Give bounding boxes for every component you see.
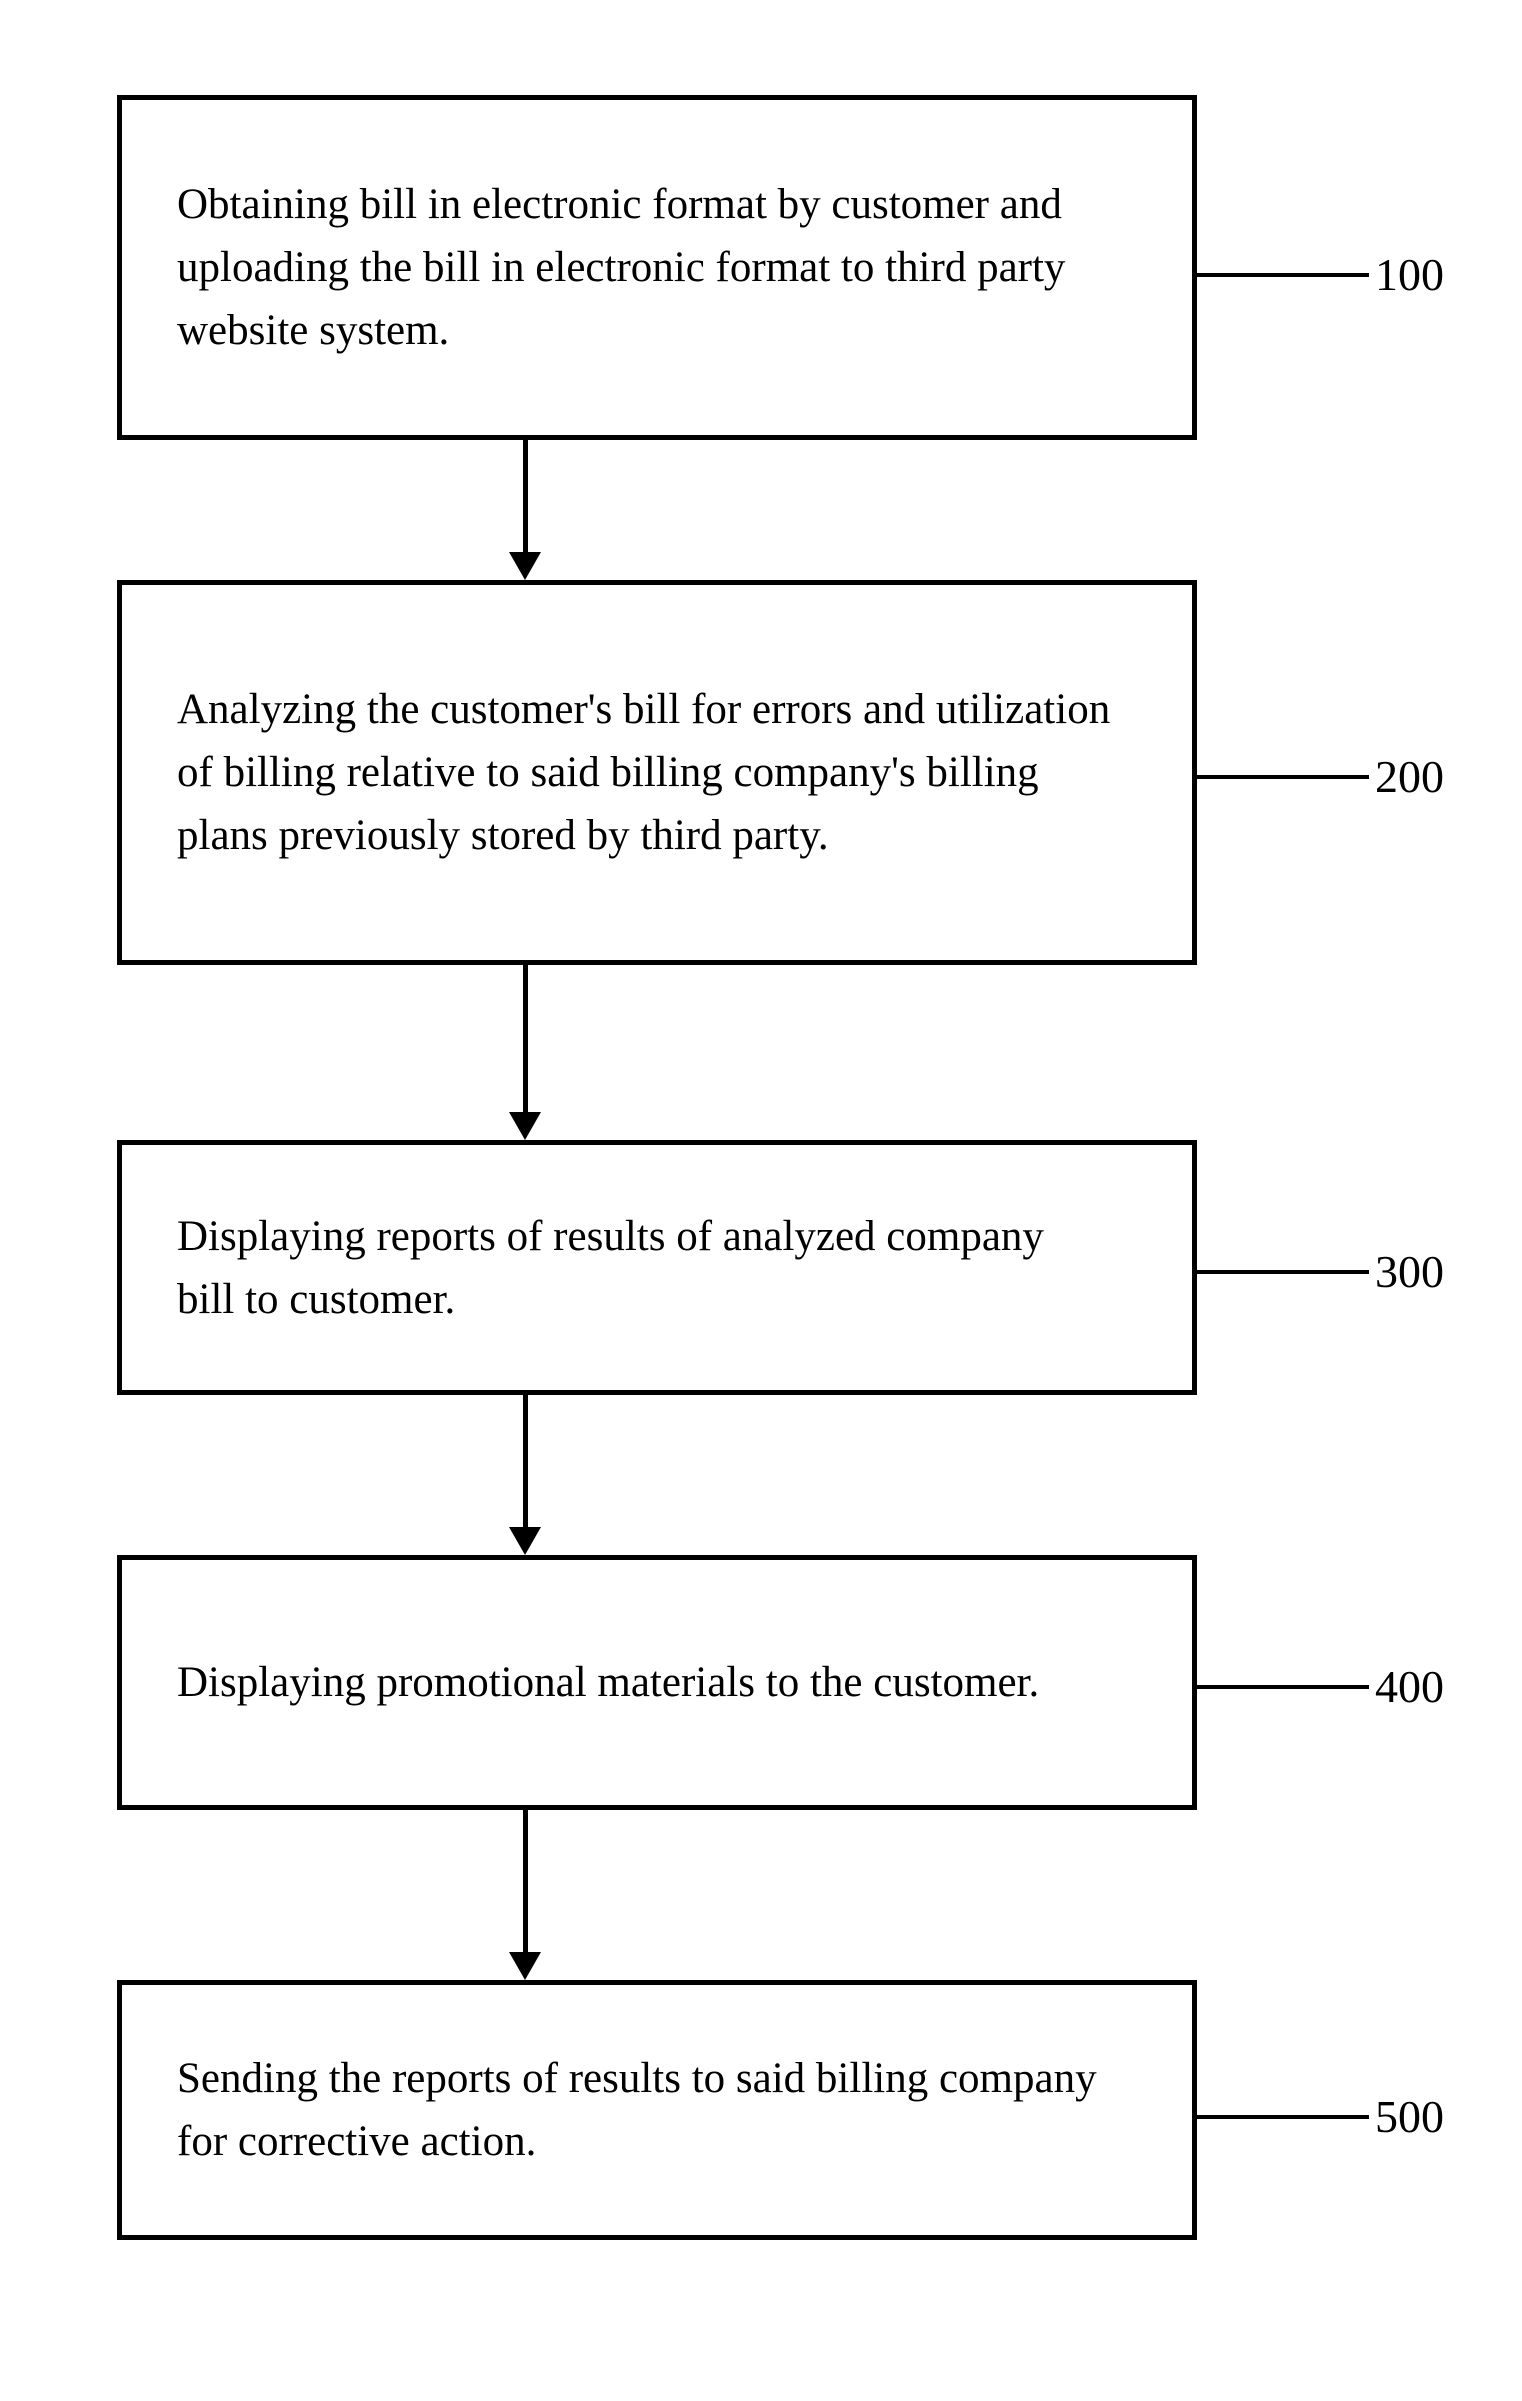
flowchart-edge-arrowhead-3 [509,1952,541,1980]
flowchart-edge-line-3 [523,1810,528,1956]
flowchart-node-label-n100: 100 [1375,248,1444,301]
flowchart-node-n200: Analyzing the customer's bill for errors… [117,580,1197,965]
flowchart-node-n100: Obtaining bill in electronic format by c… [117,95,1197,440]
flowchart-edge-arrowhead-0 [509,552,541,580]
flowchart-canvas: Obtaining bill in electronic format by c… [0,0,1522,2401]
flowchart-edge-arrowhead-2 [509,1527,541,1555]
flowchart-node-text-n300: Displaying reports of results of analyze… [177,1205,1112,1331]
flowchart-node-text-n200: Analyzing the customer's bill for errors… [177,678,1112,867]
flowchart-label-connector-n100 [1197,273,1369,277]
flowchart-edge-line-0 [523,440,528,556]
flowchart-edge-line-1 [523,965,528,1116]
flowchart-edge-line-2 [523,1395,528,1531]
flowchart-node-label-n300: 300 [1375,1245,1444,1298]
flowchart-node-text-n100: Obtaining bill in electronic format by c… [177,173,1112,362]
flowchart-node-text-n500: Sending the reports of results to said b… [177,2047,1112,2173]
flowchart-label-connector-n500 [1197,2115,1369,2119]
flowchart-node-label-n400: 400 [1375,1660,1444,1713]
flowchart-label-connector-n400 [1197,1685,1369,1689]
flowchart-node-text-n400: Displaying promotional materials to the … [177,1651,1112,1714]
flowchart-label-connector-n300 [1197,1270,1369,1274]
flowchart-node-label-n500: 500 [1375,2090,1444,2143]
flowchart-node-n300: Displaying reports of results of analyze… [117,1140,1197,1395]
flowchart-node-n400: Displaying promotional materials to the … [117,1555,1197,1810]
flowchart-node-n500: Sending the reports of results to said b… [117,1980,1197,2240]
flowchart-node-label-n200: 200 [1375,750,1444,803]
flowchart-edge-arrowhead-1 [509,1112,541,1140]
flowchart-label-connector-n200 [1197,775,1369,779]
